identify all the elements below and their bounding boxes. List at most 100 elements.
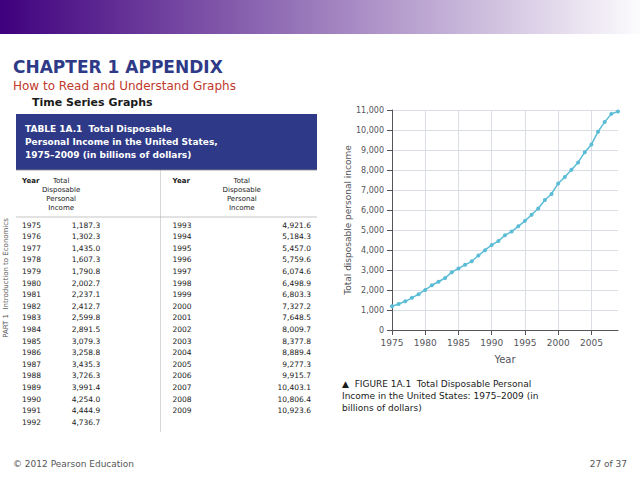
svg-text:1977: 1977 — [22, 244, 41, 253]
svg-text:2004: 2004 — [173, 348, 192, 357]
svg-text:4,736.7: 4,736.7 — [72, 418, 101, 427]
svg-text:2001: 2001 — [173, 313, 192, 322]
svg-text:2002: 2002 — [173, 325, 192, 334]
svg-text:4,254.0: 4,254.0 — [72, 395, 101, 404]
svg-text:2005: 2005 — [173, 360, 192, 369]
svg-text:2,599.8: 2,599.8 — [72, 313, 101, 322]
svg-text:4,921.6: 4,921.6 — [282, 221, 311, 230]
svg-text:1995: 1995 — [513, 338, 536, 348]
svg-text:3,258.8: 3,258.8 — [72, 348, 101, 357]
svg-text:Total: Total — [233, 177, 250, 185]
svg-text:10,923.6: 10,923.6 — [278, 406, 312, 415]
svg-text:1990: 1990 — [22, 395, 41, 404]
svg-text:© 2012 Pearson Education: © 2012 Pearson Education — [13, 459, 134, 469]
svg-text:1976: 1976 — [22, 232, 41, 241]
svg-text:TABLE 1A.1 Total Disposable: TABLE 1A.1 Total Disposable — [25, 124, 172, 134]
svg-text:2,000: 2,000 — [361, 286, 384, 295]
svg-text:1980: 1980 — [414, 338, 437, 348]
svg-text:CHAPTER 1 APPENDIX: CHAPTER 1 APPENDIX — [13, 57, 223, 77]
svg-text:1975: 1975 — [22, 221, 41, 230]
svg-text:1996: 1996 — [173, 255, 192, 264]
svg-text:2009: 2009 — [173, 406, 192, 415]
svg-text:1993: 1993 — [173, 221, 192, 230]
svg-text:1986: 1986 — [22, 348, 41, 357]
svg-text:Disposable: Disposable — [42, 186, 80, 194]
svg-text:1982: 1982 — [22, 302, 41, 311]
svg-text:1991: 1991 — [22, 406, 41, 415]
svg-text:1981: 1981 — [22, 290, 41, 299]
svg-text:3,435.3: 3,435.3 — [72, 360, 101, 369]
svg-text:2,237.1: 2,237.1 — [72, 290, 101, 299]
svg-text:1990: 1990 — [480, 338, 503, 348]
svg-text:2008: 2008 — [173, 395, 192, 404]
svg-text:Personal Income in the United: Personal Income in the United States, — [25, 137, 218, 147]
svg-text:4,000: 4,000 — [361, 246, 384, 255]
svg-text:1997: 1997 — [173, 267, 192, 276]
svg-text:Year: Year — [493, 354, 516, 365]
svg-text:5,457.0: 5,457.0 — [282, 244, 311, 253]
svg-text:10,000: 10,000 — [356, 126, 384, 135]
svg-text:9,277.3: 9,277.3 — [282, 360, 311, 369]
svg-text:1,302.3: 1,302.3 — [72, 232, 101, 241]
svg-text:2006: 2006 — [173, 371, 192, 380]
svg-text:1995: 1995 — [173, 244, 192, 253]
svg-text:9,915.7: 9,915.7 — [282, 371, 311, 380]
svg-text:5,759.6: 5,759.6 — [282, 255, 311, 264]
svg-text:5,184.3: 5,184.3 — [282, 232, 311, 241]
svg-text:8,377.8: 8,377.8 — [282, 337, 311, 346]
svg-text:1,435.0: 1,435.0 — [72, 244, 101, 253]
svg-text:7,648.5: 7,648.5 — [282, 313, 311, 322]
svg-text:2,002.7: 2,002.7 — [72, 279, 101, 288]
svg-text:11,000: 11,000 — [356, 106, 384, 115]
svg-text:3,079.3: 3,079.3 — [72, 337, 101, 346]
svg-text:1985: 1985 — [447, 338, 470, 348]
svg-text:Year: Year — [21, 177, 40, 185]
svg-text:Personal: Personal — [227, 195, 257, 203]
svg-text:2007: 2007 — [173, 383, 192, 392]
svg-text:Total disposable personal inco: Total disposable personal income — [343, 145, 353, 296]
svg-text:2005: 2005 — [580, 338, 603, 348]
svg-text:Year: Year — [172, 177, 191, 185]
svg-text:1983: 1983 — [22, 313, 41, 322]
svg-text:10,806.4: 10,806.4 — [278, 395, 312, 404]
svg-text:1978: 1978 — [22, 255, 41, 264]
svg-text:1,000: 1,000 — [361, 306, 384, 315]
svg-text:How to Read and Understand Gra: How to Read and Understand Graphs — [13, 79, 236, 93]
svg-text:1975–2009 (in billions of doll: 1975–2009 (in billions of dollars) — [25, 150, 191, 160]
svg-text:1980: 1980 — [22, 279, 41, 288]
svg-text:▲ FIGURE 1A.1 Total Disposab: ▲ FIGURE 1A.1 Total Disposable Personal — [342, 379, 531, 389]
svg-text:1,790.8: 1,790.8 — [72, 267, 101, 276]
svg-text:1998: 1998 — [173, 279, 192, 288]
svg-text:8,000: 8,000 — [361, 166, 384, 175]
svg-text:PART 1 Introduction to Econom: PART 1 Introduction to Economics — [2, 218, 10, 338]
svg-text:4,444.9: 4,444.9 — [72, 406, 101, 415]
svg-text:2000: 2000 — [547, 338, 570, 348]
svg-text:Income: Income — [48, 204, 74, 212]
svg-text:5,000: 5,000 — [361, 226, 384, 235]
svg-text:Total: Total — [52, 177, 69, 185]
svg-text:1984: 1984 — [22, 325, 41, 334]
svg-text:Time Series Graphs: Time Series Graphs — [32, 96, 153, 109]
svg-text:1992: 1992 — [22, 418, 41, 427]
svg-text:1989: 1989 — [22, 383, 41, 392]
svg-text:Personal: Personal — [46, 195, 76, 203]
svg-text:9,000: 9,000 — [361, 146, 384, 155]
svg-text:Disposable: Disposable — [223, 186, 261, 194]
svg-text:Income: Income — [229, 204, 255, 212]
svg-text:8,889.4: 8,889.4 — [282, 348, 311, 357]
svg-text:2,891.5: 2,891.5 — [72, 325, 101, 334]
svg-text:2003: 2003 — [173, 337, 192, 346]
svg-text:1999: 1999 — [173, 290, 192, 299]
svg-text:1975: 1975 — [381, 338, 404, 348]
svg-text:3,991.4: 3,991.4 — [72, 383, 101, 392]
svg-text:1,607.3: 1,607.3 — [72, 255, 101, 264]
svg-text:1,187.3: 1,187.3 — [72, 221, 101, 230]
svg-text:2000: 2000 — [173, 302, 192, 311]
svg-text:1988: 1988 — [22, 371, 41, 380]
svg-text:0: 0 — [379, 326, 384, 335]
svg-text:billions of dollars): billions of dollars) — [342, 403, 422, 413]
svg-text:2,412.7: 2,412.7 — [72, 302, 101, 311]
svg-text:7,327.2: 7,327.2 — [282, 302, 311, 311]
svg-text:Income in the United States: 1: Income in the United States: 1975–2009 (… — [342, 391, 538, 401]
svg-text:3,000: 3,000 — [361, 266, 384, 275]
